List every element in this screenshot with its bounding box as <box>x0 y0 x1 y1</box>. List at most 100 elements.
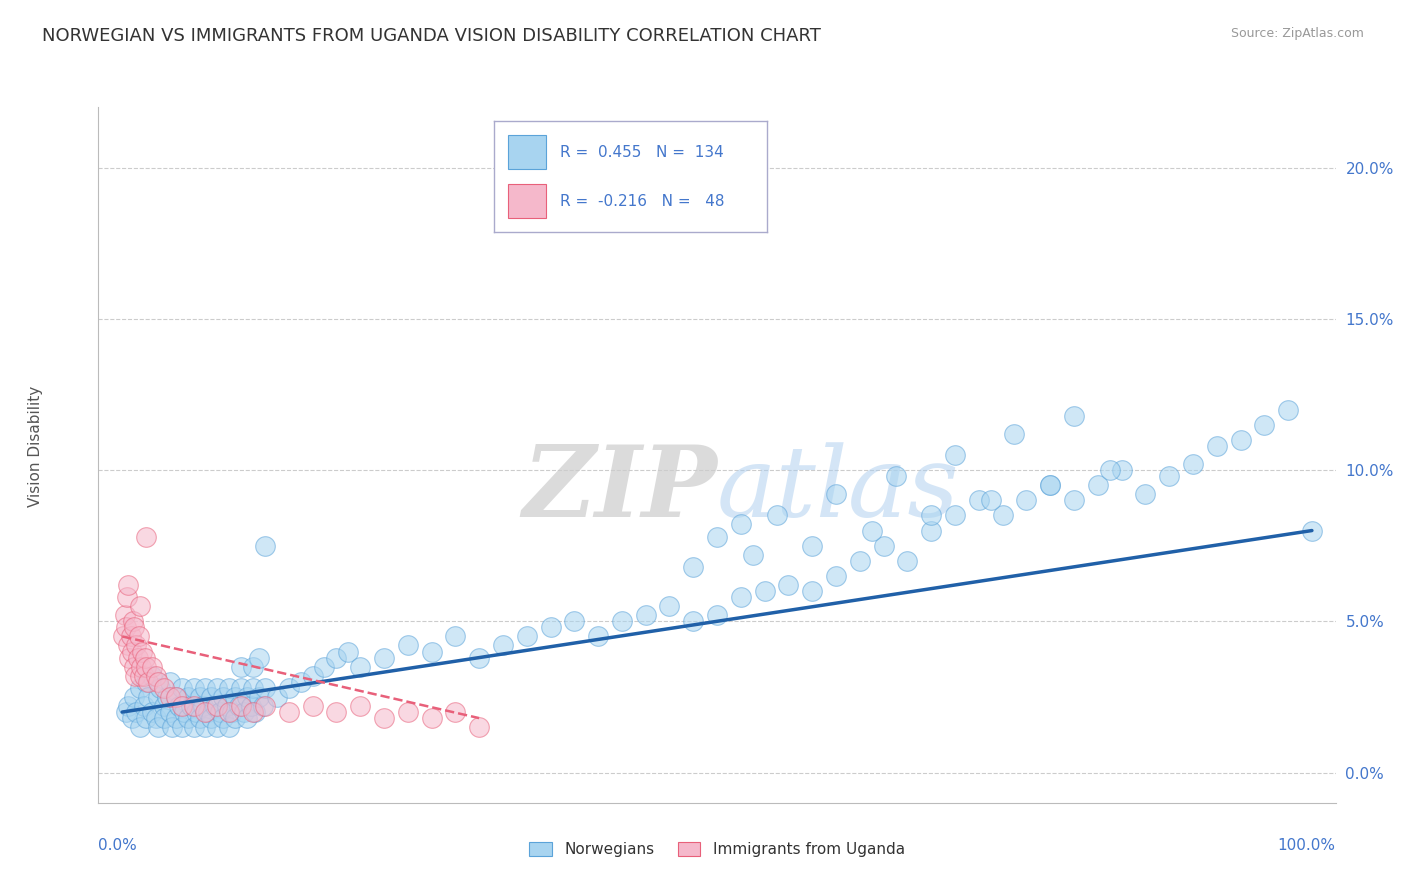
Point <box>231 698 253 713</box>
Point <box>301 698 323 713</box>
Point <box>170 720 193 734</box>
Point <box>610 615 633 629</box>
Point <box>290 674 312 689</box>
Point <box>121 644 143 658</box>
Point <box>207 698 229 713</box>
Point <box>188 690 211 704</box>
Point <box>183 681 205 695</box>
Point <box>741 548 763 562</box>
Point <box>165 711 187 725</box>
Point <box>682 559 704 574</box>
Point <box>253 698 276 713</box>
Point <box>325 650 347 665</box>
Point <box>141 669 163 683</box>
Point <box>586 629 609 643</box>
Point <box>245 705 267 719</box>
Point <box>634 608 657 623</box>
Point <box>200 690 222 704</box>
Point <box>920 524 942 538</box>
Point <box>129 659 152 673</box>
Point <box>146 720 169 734</box>
Point <box>138 690 160 704</box>
Point <box>239 698 262 713</box>
Point <box>980 493 1002 508</box>
Point <box>337 644 360 658</box>
Point <box>165 690 187 704</box>
Point <box>134 650 156 665</box>
Point <box>224 711 246 725</box>
Point <box>1277 402 1299 417</box>
Point <box>1111 463 1133 477</box>
Point <box>1063 409 1085 423</box>
Point <box>266 690 288 704</box>
Point <box>706 530 728 544</box>
Point <box>682 615 704 629</box>
Point <box>117 639 139 653</box>
Point <box>1039 478 1062 492</box>
Point <box>129 720 152 734</box>
Point <box>1301 524 1323 538</box>
Point <box>129 599 152 614</box>
Point <box>920 508 942 523</box>
Point <box>253 539 276 553</box>
Point <box>125 705 148 719</box>
Point <box>131 644 153 658</box>
Point <box>872 539 894 553</box>
Point <box>884 469 907 483</box>
Point <box>159 674 181 689</box>
Point <box>207 720 229 734</box>
Point <box>127 650 149 665</box>
Point <box>125 639 148 653</box>
Point <box>943 508 966 523</box>
Point <box>122 615 145 629</box>
Point <box>468 720 491 734</box>
Point <box>730 517 752 532</box>
Point <box>1004 426 1026 441</box>
Point <box>165 690 187 704</box>
Point <box>1015 493 1038 508</box>
Point <box>184 705 207 719</box>
Point <box>943 448 966 462</box>
Point <box>114 608 136 623</box>
Point <box>132 698 155 713</box>
Point <box>129 681 152 695</box>
Text: 0.0%: 0.0% <box>98 838 138 854</box>
Point <box>420 644 443 658</box>
Point <box>194 681 217 695</box>
Point <box>221 705 243 719</box>
Point <box>252 698 274 713</box>
Point <box>188 711 211 725</box>
Point <box>301 669 323 683</box>
Point <box>444 705 467 719</box>
Text: ZIP: ZIP <box>522 442 717 538</box>
Point <box>1159 469 1181 483</box>
Point <box>135 530 157 544</box>
Point <box>141 659 163 673</box>
Point <box>160 720 183 734</box>
Point <box>117 698 139 713</box>
Point <box>349 698 371 713</box>
Point <box>124 669 146 683</box>
Point <box>114 620 136 634</box>
Point <box>325 705 347 719</box>
Point <box>135 674 157 689</box>
Point <box>118 650 141 665</box>
Point <box>212 690 235 704</box>
Point <box>135 659 157 673</box>
Point <box>224 690 246 704</box>
Point <box>860 524 883 538</box>
Point <box>159 690 181 704</box>
Text: Vision Disability: Vision Disability <box>28 385 42 507</box>
Point <box>1181 457 1204 471</box>
Point <box>153 681 176 695</box>
Point <box>1253 417 1275 432</box>
Point <box>420 711 443 725</box>
Point <box>765 508 787 523</box>
Point <box>247 650 270 665</box>
Point <box>135 711 157 725</box>
Point <box>1135 487 1157 501</box>
Point <box>115 590 138 604</box>
Point <box>991 508 1014 523</box>
Point <box>145 669 167 683</box>
Point <box>176 690 198 704</box>
